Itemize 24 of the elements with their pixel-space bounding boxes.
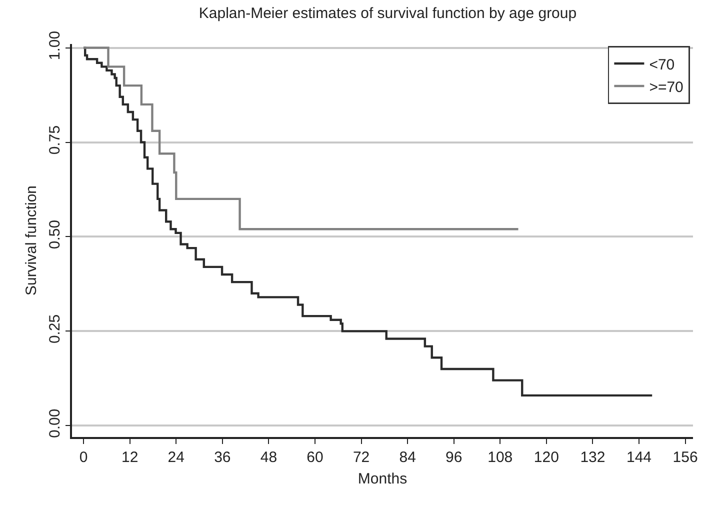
x-tick-label: 60 [306, 448, 324, 466]
y-tick-label: 0.50 [46, 220, 64, 250]
x-tick-label: 132 [580, 448, 606, 466]
x-axis-title: Months [358, 470, 408, 488]
x-tick-label: 48 [260, 448, 278, 466]
legend-label: >=70 [649, 78, 684, 96]
y-tick-label: 0.00 [46, 408, 64, 438]
x-tick-label: 12 [122, 448, 138, 466]
y-tick-label: 0.75 [46, 125, 64, 155]
x-tick-label: 108 [488, 448, 513, 466]
x-tick-label: 24 [168, 448, 184, 466]
x-tick-label: 84 [399, 448, 416, 466]
chart-title: Kaplan-Meier estimates of survival function by age group [198, 5, 577, 22]
x-tick-label: 120 [534, 448, 559, 466]
x-tick-label: 0 [79, 448, 88, 466]
legend-label: <70 [649, 56, 675, 74]
x-tick-label: 72 [352, 448, 370, 466]
x-tick-label: 36 [214, 448, 231, 466]
x-tick-label: 156 [672, 448, 698, 466]
x-tick-label: 144 [626, 448, 652, 466]
x-tick-label: 96 [446, 448, 462, 466]
y-axis-title: Survival function [23, 185, 40, 296]
y-tick-label: 0.25 [46, 314, 64, 344]
y-tick-label: 1.00 [46, 30, 64, 60]
